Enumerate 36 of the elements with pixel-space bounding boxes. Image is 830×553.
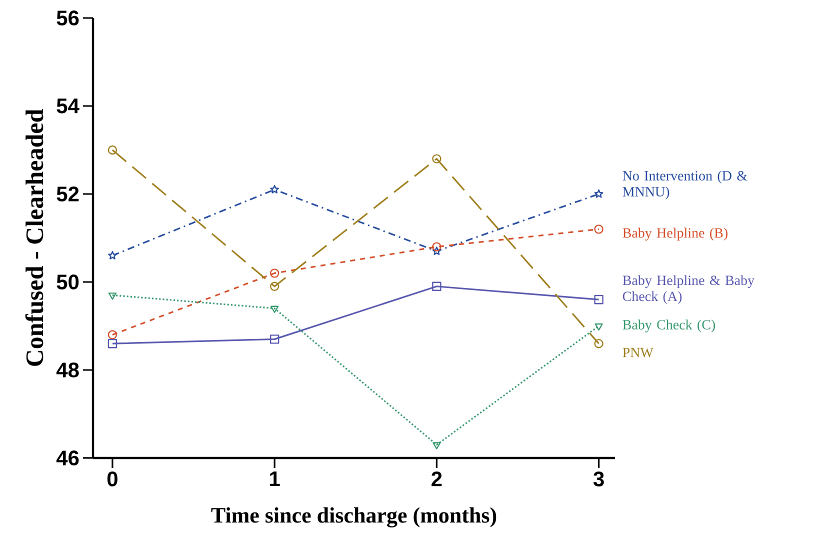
point: [270, 306, 279, 313]
series-label: Baby Helpline (B): [622, 228, 728, 241]
point: [432, 154, 442, 164]
point: [594, 338, 604, 348]
point: [594, 294, 604, 304]
series-label: No Intervention (D & MNNU): [622, 170, 748, 200]
y-tick-label: 50: [56, 274, 79, 290]
point: [108, 145, 118, 155]
point: [108, 330, 118, 340]
point: [108, 292, 117, 300]
point: [594, 224, 604, 234]
series-label: Baby Check (C): [622, 320, 716, 332]
y-tick-label: 56: [56, 10, 79, 26]
y-tick-label: 52: [56, 186, 79, 202]
point: [270, 334, 280, 344]
series-label: Baby Helpline & Baby Check (A): [622, 275, 754, 304]
point: [270, 184, 279, 194]
point: [108, 250, 117, 260]
x-tick-label: 2: [432, 472, 442, 486]
x-axis-title: Time since discharge (months): [211, 507, 496, 528]
point: [432, 242, 442, 252]
point: [432, 442, 441, 450]
point: [270, 268, 280, 278]
y-axis-title: Confused - Clearheaded: [25, 109, 44, 366]
point: [270, 282, 280, 291]
point: [594, 189, 604, 198]
point: [108, 338, 118, 348]
x-tick-label: 3: [593, 472, 604, 486]
x-tick-label: 0: [107, 472, 118, 486]
y-tick-label: 46: [56, 450, 79, 466]
point: [594, 323, 603, 331]
y-tick-label: 48: [56, 362, 79, 378]
point: [432, 282, 442, 291]
x-tick-label: 1: [270, 472, 280, 486]
series-label: PNW: [622, 348, 654, 358]
y-tick-label: 54: [56, 98, 80, 114]
